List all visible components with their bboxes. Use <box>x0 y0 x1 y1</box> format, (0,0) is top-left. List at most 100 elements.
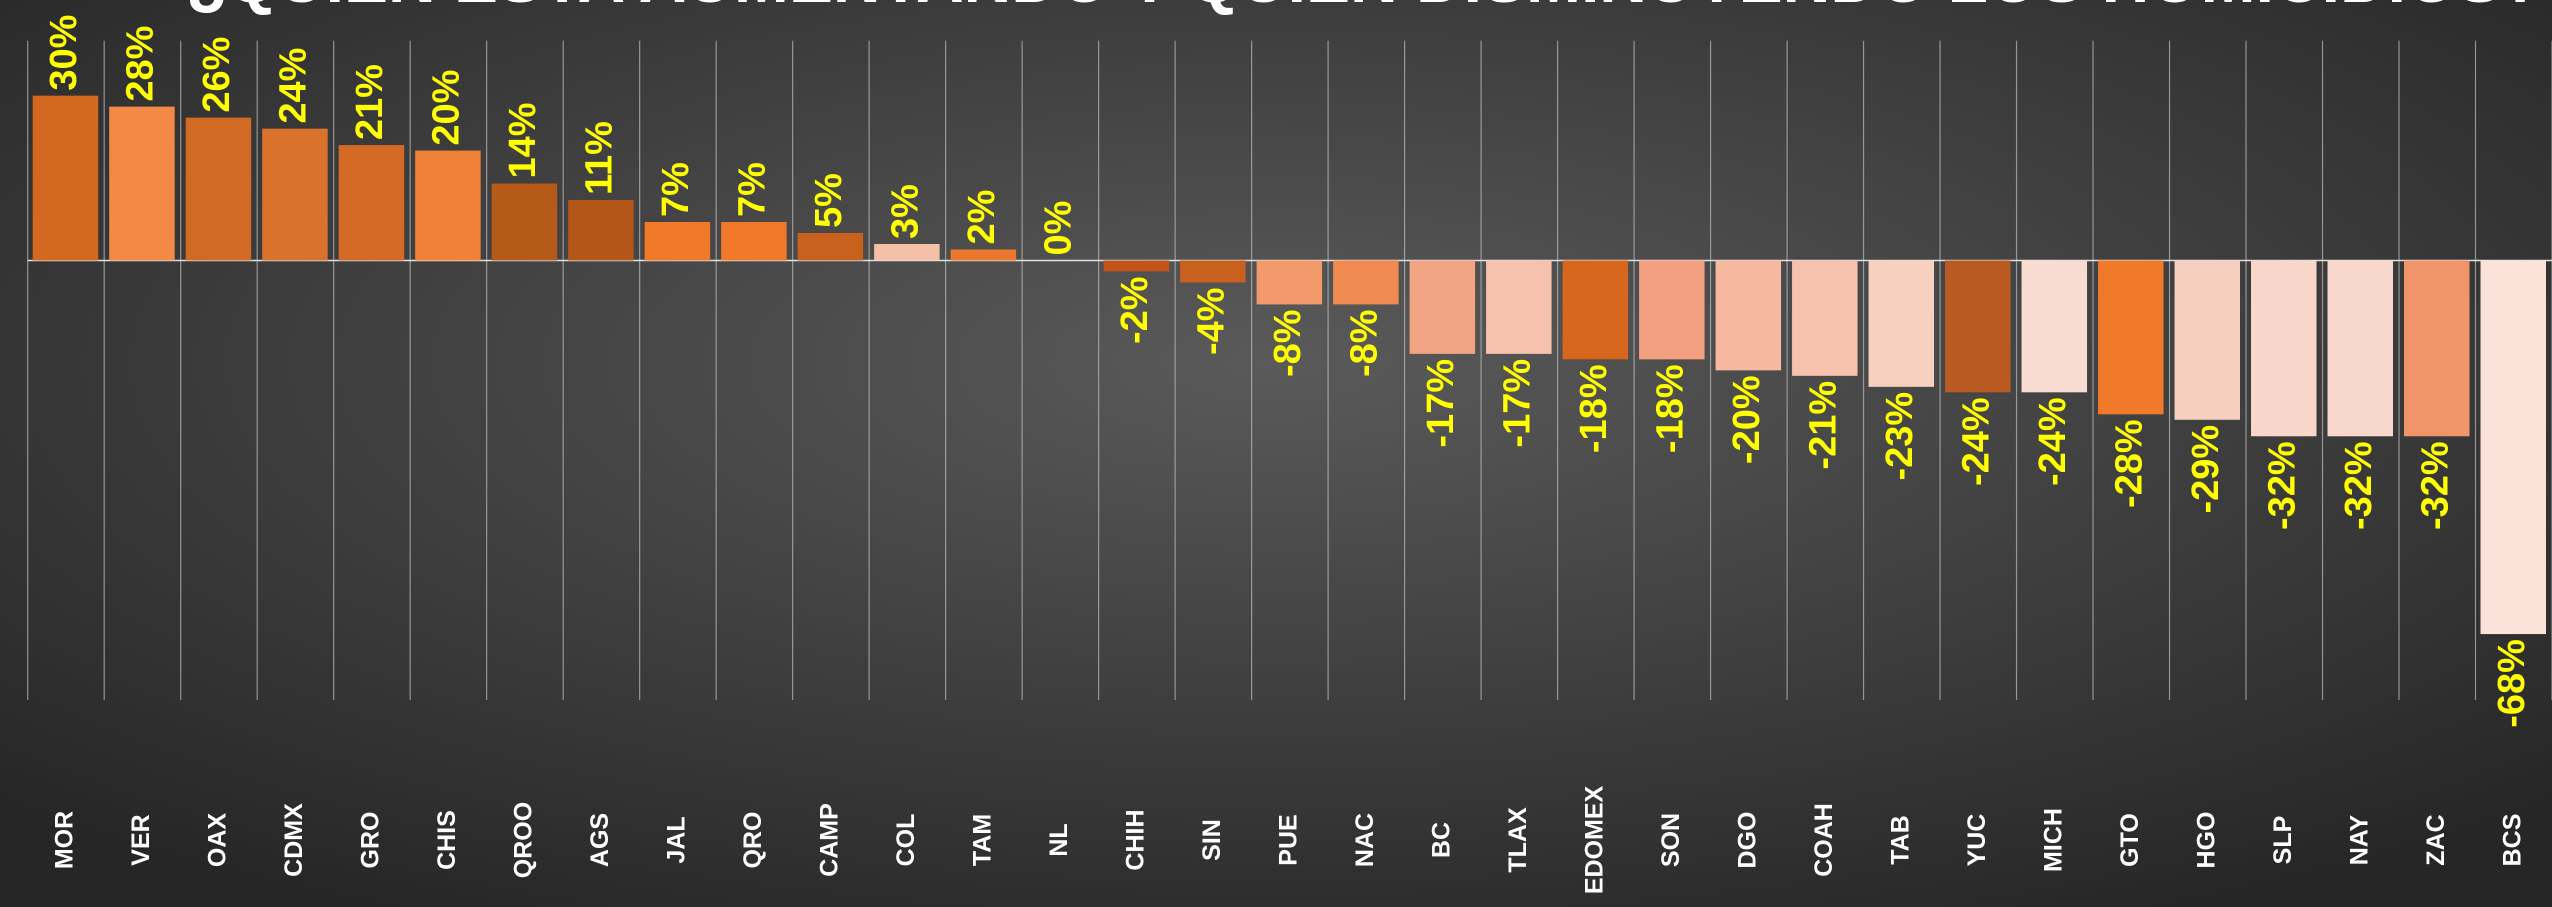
x-tick-label: CAMP <box>815 803 843 877</box>
bar <box>1639 260 1705 360</box>
value-label: -18% <box>1649 364 1691 453</box>
bar <box>338 145 405 261</box>
value-label: 0% <box>1037 201 1079 256</box>
bar <box>721 222 787 261</box>
value-label: -17% <box>1420 359 1462 448</box>
bar <box>2327 260 2394 437</box>
x-tick-label: COL <box>892 814 920 867</box>
value-label: -24% <box>2032 397 2074 486</box>
value-label: -21% <box>1802 381 1844 470</box>
value-label: 24% <box>272 48 314 124</box>
value-label: -18% <box>1573 364 1615 453</box>
x-tick-label: JAL <box>663 816 691 863</box>
bar <box>185 117 252 261</box>
bar <box>2098 260 2164 415</box>
value-label: 5% <box>808 173 850 228</box>
x-tick-label: OAX <box>204 813 232 868</box>
value-label: -24% <box>1955 397 1997 486</box>
x-tick-label: ZAC <box>2422 814 2450 865</box>
value-label: -20% <box>1726 375 1768 464</box>
value-label: -32% <box>2414 441 2456 530</box>
bar <box>1103 260 1170 272</box>
x-tick-label: CDMX <box>280 803 308 877</box>
x-tick-label: QROO <box>510 802 538 878</box>
x-tick-label: BCS <box>2498 814 2526 867</box>
x-tick-label: SIN <box>1198 819 1226 861</box>
bar <box>262 128 328 261</box>
x-tick-label: MOR <box>51 811 79 869</box>
x-tick-label: SLP <box>2269 816 2297 865</box>
bar <box>2404 260 2470 437</box>
value-label: 21% <box>349 64 391 140</box>
bar <box>1333 260 1399 305</box>
value-label: -8% <box>1343 309 1385 377</box>
x-tick-label: BC <box>1427 822 1455 858</box>
value-label: -2% <box>1114 276 1156 344</box>
value-label: -28% <box>2108 419 2150 508</box>
bar <box>109 106 175 261</box>
value-label: 28% <box>119 26 161 102</box>
x-tick-label: DGO <box>1733 812 1761 869</box>
bar <box>1180 260 1246 283</box>
bar <box>32 95 99 261</box>
bar <box>1409 260 1476 354</box>
bar <box>2021 260 2088 393</box>
bar <box>797 232 864 261</box>
bar <box>1256 260 1323 305</box>
value-label: 7% <box>655 162 697 217</box>
x-tick-label: GRO <box>357 812 385 869</box>
x-tick-label: AGS <box>586 813 614 867</box>
x-tick-label: PUE <box>1274 814 1302 865</box>
value-label: -29% <box>2185 425 2227 514</box>
x-tick-label: EDOMEX <box>1580 786 1608 895</box>
value-label: -17% <box>1496 359 1538 448</box>
chart-title: ¿QUIEN ESTA AUMENTANDO Y QUIEN DISMINUYE… <box>186 0 2541 16</box>
bar <box>644 222 711 261</box>
x-tick-label: TAM <box>968 814 996 866</box>
x-tick-label: GTO <box>2116 813 2144 867</box>
value-label: -4% <box>1190 287 1232 355</box>
bar <box>1945 260 2011 393</box>
x-tick-label: MICH <box>2039 808 2067 872</box>
bar <box>950 249 1017 261</box>
value-label: -8% <box>1267 309 1309 377</box>
bar <box>874 243 940 261</box>
x-tick-label: TAB <box>1886 815 1914 865</box>
bar <box>491 183 558 261</box>
bar <box>1562 260 1629 360</box>
x-tick-label: SON <box>1657 813 1685 867</box>
bar <box>568 200 634 261</box>
bar <box>2251 260 2317 437</box>
x-tick-label: NAY <box>2345 814 2373 865</box>
bar <box>415 150 481 261</box>
value-label: 20% <box>425 70 467 146</box>
bar <box>1715 260 1782 371</box>
x-tick-label: HGO <box>2192 812 2220 869</box>
value-label: -23% <box>1879 392 1921 481</box>
value-label: 14% <box>502 102 544 178</box>
bar <box>1486 260 1552 354</box>
value-label: -68% <box>2491 639 2533 728</box>
value-label: 2% <box>961 190 1003 245</box>
value-label: 3% <box>884 184 926 239</box>
value-label: 26% <box>196 37 238 113</box>
value-label: 11% <box>578 121 620 195</box>
x-tick-label: YUC <box>1963 814 1991 867</box>
value-label: -32% <box>2261 441 2303 530</box>
value-label: 30% <box>43 15 85 91</box>
x-tick-label: QRO <box>739 812 767 869</box>
bar <box>2174 260 2241 420</box>
x-tick-label: NAC <box>1351 813 1379 867</box>
x-tick-label: NL <box>1045 823 1073 856</box>
bar <box>1868 260 1935 387</box>
x-tick-label: CHIS <box>433 810 461 870</box>
bar <box>1792 260 1858 376</box>
value-label: 7% <box>731 162 773 217</box>
x-tick-label: TLAX <box>1504 807 1532 873</box>
bar <box>2480 260 2546 635</box>
value-label: -32% <box>2338 441 2380 530</box>
x-tick-label: COAH <box>1810 803 1838 877</box>
x-tick-label: VER <box>127 814 155 865</box>
x-tick-label: CHIH <box>1121 809 1149 870</box>
